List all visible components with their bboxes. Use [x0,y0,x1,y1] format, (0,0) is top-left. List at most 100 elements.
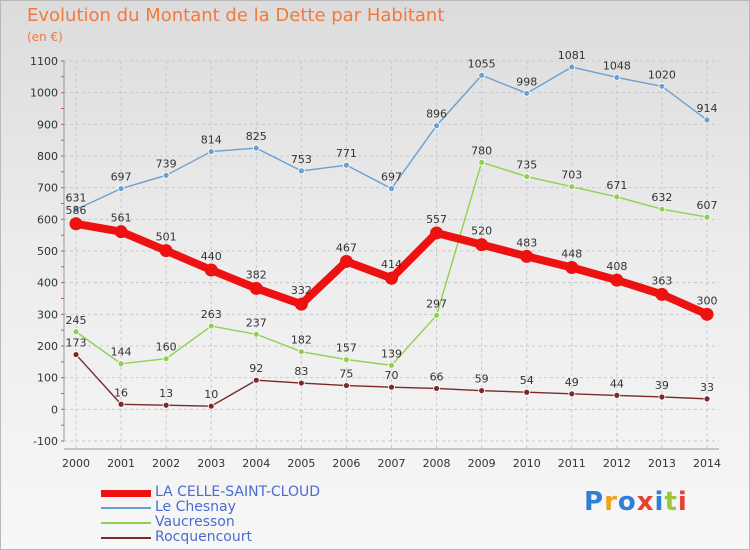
data-point-rocquencourt [478,387,486,395]
data-label-rocquencourt: 92 [249,362,263,375]
data-label-le-chesnay: 998 [516,75,537,88]
data-label-le-chesnay: 1081 [558,49,586,62]
x-tick-label: 2010 [513,457,541,470]
data-label-le-chesnay: 1048 [603,59,631,72]
data-point-vaucresson [523,173,531,180]
legend-label: Vaucresson [155,514,235,530]
data-point-la-celle-saint-cloud [249,281,263,295]
legend-swatch [101,522,151,524]
logo-letter: t [664,487,678,517]
data-point-rocquencourt [72,351,80,358]
data-point-vaucresson [207,322,215,330]
data-label-la-celle-saint-cloud: 467 [336,241,357,254]
data-label-vaucresson: 632 [651,191,672,204]
data-point-la-celle-saint-cloud [430,226,444,240]
data-point-vaucresson [478,158,486,166]
logo-letter: o [617,487,637,517]
data-label-le-chesnay: 896 [426,108,447,121]
data-point-la-celle-saint-cloud [565,260,579,274]
data-label-la-celle-saint-cloud: 586 [66,204,87,217]
data-label-rocquencourt: 173 [66,337,87,350]
x-tick-label: 2007 [378,457,406,470]
data-label-rocquencourt: 83 [294,365,308,378]
data-label-vaucresson: 671 [606,179,627,192]
data-label-rocquencourt: 49 [565,376,579,389]
data-label-la-celle-saint-cloud: 408 [606,260,627,273]
data-point-le-chesnay [658,82,666,90]
x-tick-label: 2005 [287,457,315,470]
data-label-vaucresson: 297 [426,297,447,310]
data-label-le-chesnay: 825 [246,130,267,143]
data-label-vaucresson: 182 [291,334,312,347]
data-label-vaucresson: 160 [156,341,177,354]
data-label-le-chesnay: 753 [291,153,312,166]
chart-title: Evolution du Montant de la Dette par Hab… [27,5,445,26]
data-point-vaucresson [162,355,170,363]
y-tick-label: 600 [37,213,58,226]
data-point-vaucresson [252,330,260,338]
data-label-rocquencourt: 13 [159,387,173,400]
chart-unit: (en €) [27,30,63,44]
data-point-le-chesnay [297,167,305,175]
data-label-le-chesnay: 1055 [468,57,496,70]
y-tick-label: 500 [37,245,58,258]
data-point-rocquencourt [297,379,305,387]
data-label-la-celle-saint-cloud: 440 [201,250,222,263]
logo-letter: P [584,487,605,517]
x-tick-label: 2004 [242,457,270,470]
x-tick-label: 2008 [423,457,451,470]
data-label-vaucresson: 245 [66,314,87,327]
data-point-rocquencourt [252,376,260,384]
data-point-le-chesnay [72,206,80,213]
x-tick-label: 2003 [197,457,225,470]
data-label-le-chesnay: 697 [381,171,402,184]
legend-swatch [101,537,151,539]
data-point-vaucresson [117,360,125,368]
data-point-rocquencourt [207,402,215,410]
data-point-le-chesnay [433,122,440,129]
data-point-vaucresson [297,348,305,356]
data-point-le-chesnay [207,148,215,155]
data-point-la-celle-saint-cloud [385,271,398,285]
y-tick-label: 1100 [30,55,58,68]
data-label-rocquencourt: 39 [655,379,669,392]
y-tick-label: 1000 [30,87,58,100]
data-label-rocquencourt: 75 [339,368,353,381]
data-label-la-celle-saint-cloud: 382 [246,268,267,281]
data-label-vaucresson: 607 [697,199,718,212]
data-label-vaucresson: 263 [201,308,222,321]
data-label-la-celle-saint-cloud: 448 [561,247,582,260]
data-label-rocquencourt: 66 [430,370,444,383]
data-point-rocquencourt [343,382,350,389]
data-label-le-chesnay: 771 [336,147,357,160]
data-point-le-chesnay [343,161,350,169]
legend-label: Le Chesnay [155,499,236,515]
data-label-rocquencourt: 33 [700,381,714,394]
data-point-la-celle-saint-cloud [69,217,83,231]
data-point-vaucresson [568,183,576,191]
data-label-rocquencourt: 70 [385,369,399,382]
logo-letter: x [636,487,655,517]
data-point-rocquencourt [703,395,711,403]
data-point-vaucresson [388,361,395,369]
data-label-rocquencourt: 16 [114,386,128,399]
logo-letter: r [604,487,618,517]
y-tick-label: 900 [37,118,58,131]
data-point-le-chesnay [478,71,486,79]
data-point-la-celle-saint-cloud [655,287,669,301]
x-tick-label: 2001 [107,457,135,470]
axis-layer: -100 0 100 200 300 400 500 600 700 800 900 1000 1100… [30,55,721,470]
x-tick-label: 2006 [332,457,360,470]
data-label-vaucresson: 703 [561,169,582,182]
data-label-vaucresson: 139 [381,347,402,360]
data-point-le-chesnay [252,144,260,152]
x-tick-label: 2009 [468,457,496,470]
data-label-vaucresson: 780 [471,144,492,157]
data-label-vaucresson: 237 [246,316,267,329]
y-tick-label: 100 [37,372,58,385]
data-label-le-chesnay: 814 [201,134,222,147]
data-label-la-celle-saint-cloud: 363 [651,274,672,287]
y-tick-label: -100 [33,435,58,448]
data-label-la-celle-saint-cloud: 300 [697,294,718,307]
